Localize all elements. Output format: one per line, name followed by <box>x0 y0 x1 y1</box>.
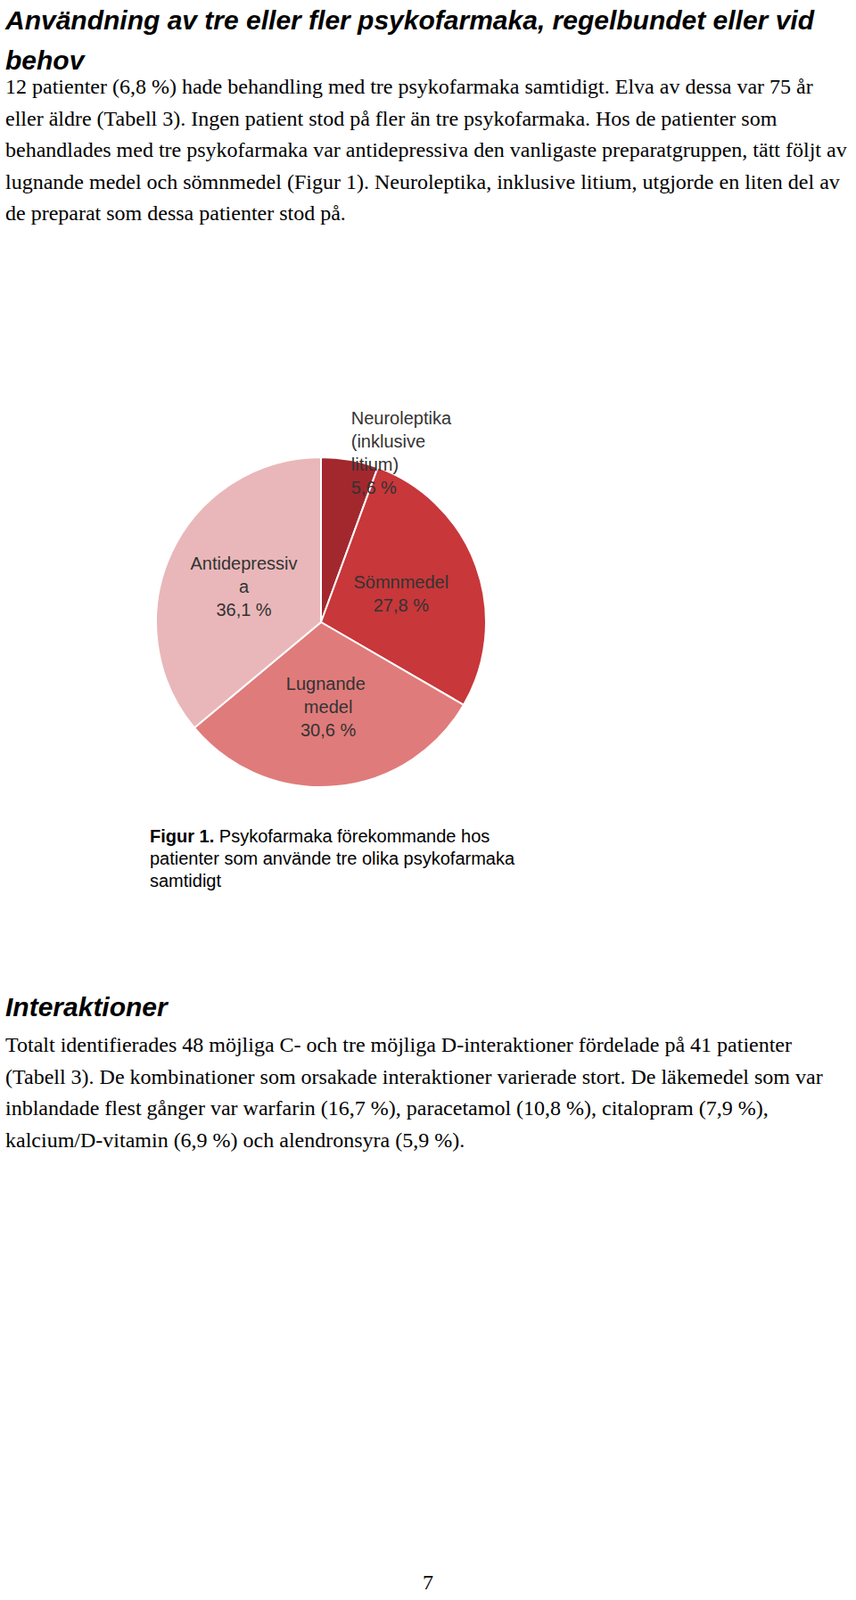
svg-text:Neuroleptika: Neuroleptika <box>351 408 457 428</box>
svg-text:a: a <box>238 576 250 597</box>
svg-text:27,8 %: 27,8 % <box>373 595 429 616</box>
html-text:Användning av tre eller fler p: Användning av tre eller fler psykofarmak… <box>5 5 815 75</box>
svg-text:36,1 %: 36,1 % <box>215 600 272 620</box>
html-text:7: 7 <box>422 1571 434 1595</box>
svg-text:30,6 %: 30,6 % <box>300 720 356 741</box>
svg-text:5,6 %: 5,6 % <box>351 477 397 498</box>
html-text:12 patienter (6,8 %) hade beha: 12 patienter (6,8 %) hade behandling med… <box>5 74 847 225</box>
html-text:Interaktioner: Interaktioner <box>5 992 168 1022</box>
svg-text:Lugnande: Lugnande <box>286 674 371 694</box>
svg-text:Antidepressiv: Antidepressiv <box>189 553 297 574</box>
svg-text:Sömnmedel: Sömnmedel <box>353 572 449 593</box>
html-text:Totalt identifierades 48 möjli: Totalt identifierades 48 möjliga C- och … <box>5 1033 823 1152</box>
svg-text:(inklusive: (inklusive <box>351 431 431 452</box>
html-text:Figur 1. Psykofarmaka förekomm: Figur 1. Psykofarmaka förekommande hos p… <box>149 826 515 891</box>
svg-text:medel: medel <box>304 697 353 717</box>
svg-text:litium): litium) <box>351 454 399 475</box>
